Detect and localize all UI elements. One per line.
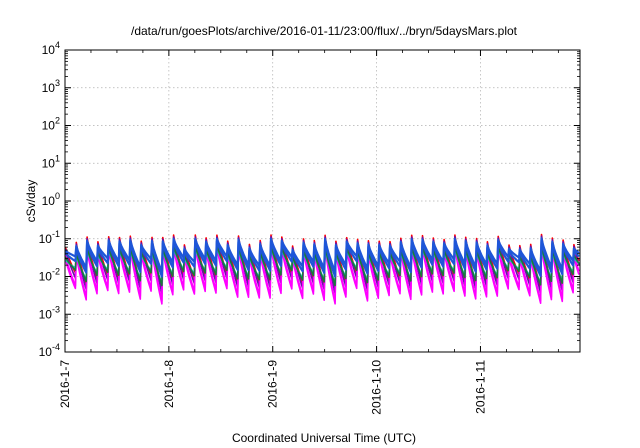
x-tick-label: 2016-1-10	[370, 360, 384, 415]
grid-lines	[65, 50, 580, 352]
y-tick-label: 10-3	[39, 304, 60, 321]
y-tick-label: 100	[42, 191, 60, 208]
x-tick-label: 2016-1-7	[58, 360, 72, 408]
y-tick-label: 10-4	[39, 342, 60, 359]
y-tick-label: 103	[42, 78, 60, 95]
x-axis-ticks: 2016-1-7 2016-1-8 2016-1-9 2016-1-10 2016-1-…	[58, 50, 559, 415]
x-tick-label: 2016-1-8	[162, 360, 176, 408]
y-tick-label: 102	[42, 116, 60, 133]
y-axis-label: cSv/day	[24, 180, 38, 223]
y-tick-label: 10-2	[39, 267, 60, 284]
x-tick-label: 2016-1-11	[473, 360, 487, 414]
y-tick-label: 104	[42, 40, 60, 57]
x-tick-label: 2016-1-9	[266, 360, 280, 408]
y-axis-ticks: 10-4 10-3 10-2 10-1 100 101 102 103 104	[39, 40, 580, 359]
series-layer	[64, 233, 580, 305]
x-axis-label: Coordinated Universal Time (UTC)	[232, 431, 416, 445]
y-tick-label: 101	[42, 153, 60, 170]
series-line-4	[64, 245, 580, 305]
series-line-8	[64, 237, 580, 273]
chart-title: /data/run/goesPlots/archive/2016-01-11/2…	[131, 24, 518, 38]
y-tick-label: 10-1	[39, 229, 60, 246]
